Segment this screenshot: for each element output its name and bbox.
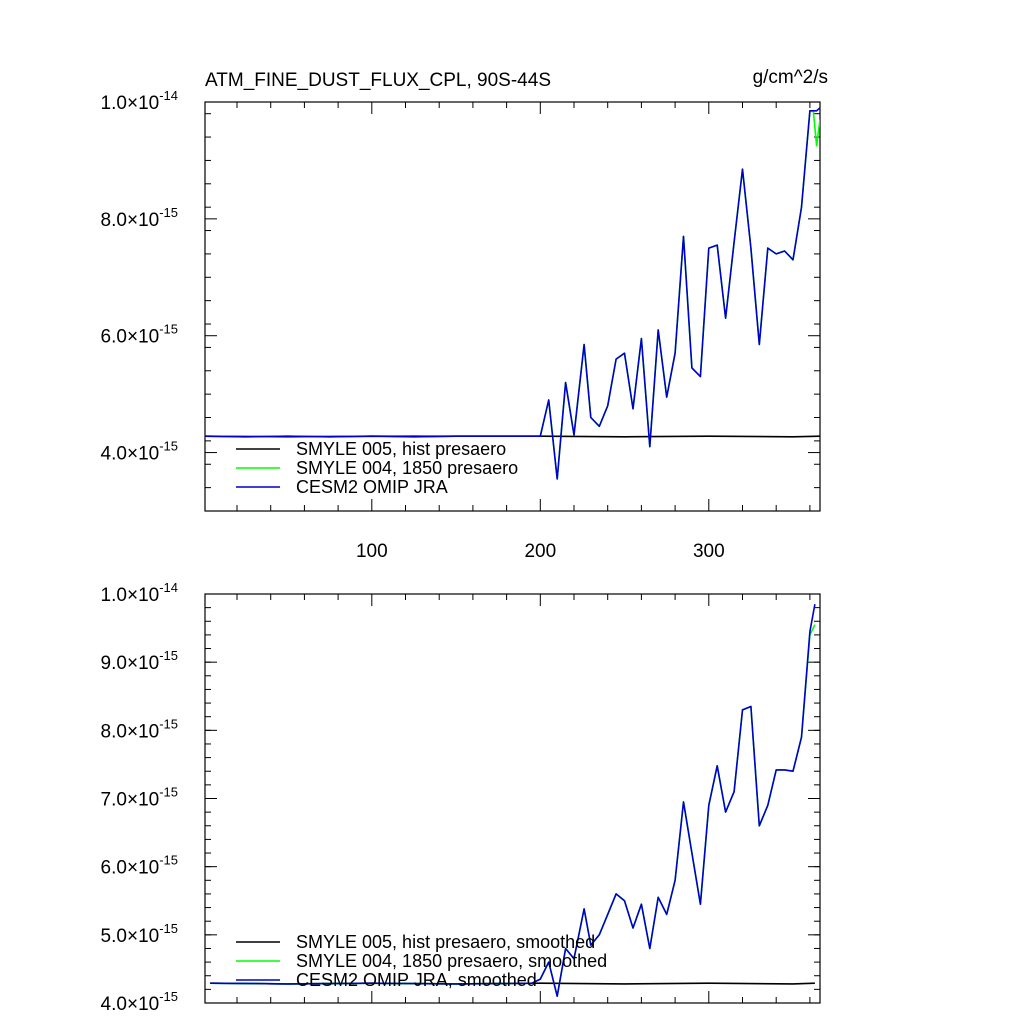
y-tick-exponent: -15 <box>159 648 178 663</box>
y-tick-mantissa: 4.0 <box>101 444 127 465</box>
plot-frame <box>204 101 821 512</box>
omip-jra-line <box>205 107 820 480</box>
y-tick-exponent: -15 <box>159 989 178 1004</box>
top-panel: 100 200 3004.0×10-156.0×10-158.0×10-151.0×… <box>101 88 821 562</box>
y-tick-label: 1.0×10-14 <box>101 88 178 114</box>
y-tick-mantissa: 5.0 <box>101 926 127 947</box>
chart-title: ATM_FINE_DUST_FLUX_CPL, 90S-44S <box>205 70 551 91</box>
y-tick-exponent: -15 <box>159 921 178 936</box>
y-tick-exponent: -15 <box>159 322 178 337</box>
y-tick-times: ×10 <box>127 858 159 879</box>
y-tick-label: 7.0×10-15 <box>101 785 178 811</box>
y-tick-mantissa: 9.0 <box>101 653 127 674</box>
y-tick-label: 6.0×10-15 <box>101 322 178 348</box>
y-tick-label: 4.0×10-15 <box>101 439 178 465</box>
y-tick-mantissa: 1.0 <box>101 585 127 606</box>
y-tick-label: 1.0×10-14 <box>101 580 178 606</box>
units-label: g/cm^2/s <box>753 67 828 88</box>
y-tick-exponent: -14 <box>159 580 178 595</box>
y-tick-mantissa: 6.0 <box>101 858 127 879</box>
y-tick-label: 6.0×10-15 <box>101 853 178 879</box>
y-tick-times: ×10 <box>127 926 159 947</box>
y-tick-exponent: -15 <box>159 205 178 220</box>
y-tick-mantissa: 4.0 <box>101 994 127 1015</box>
y-tick-times: ×10 <box>127 585 159 606</box>
y-tick-label: 8.0×10-15 <box>101 205 178 231</box>
y-tick-times: ×10 <box>127 327 159 348</box>
omip-jra-line <box>210 604 816 998</box>
y-tick-times: ×10 <box>127 653 159 674</box>
y-tick-exponent: -15 <box>159 439 178 454</box>
y-tick-exponent: -14 <box>159 88 178 103</box>
y-tick-exponent: -15 <box>159 785 178 800</box>
y-tick-times: ×10 <box>127 93 159 114</box>
y-tick-exponent: -15 <box>159 853 178 868</box>
y-tick-exponent: -15 <box>159 716 178 731</box>
legend-label: SMYLE 005, hist presaero, smoothed <box>296 932 595 952</box>
legend-label: CESM2 OMIP JRA, smoothed <box>296 970 537 990</box>
x-tick-label: 300 <box>693 541 725 562</box>
y-tick-times: ×10 <box>127 210 159 231</box>
x-tick-label: 100 <box>356 541 388 562</box>
y-tick-mantissa: 1.0 <box>101 93 127 114</box>
x-tick-label: 200 <box>524 541 556 562</box>
bottom-panel: 4.0×10-155.0×10-156.0×10-157.0×10-158.0×… <box>101 580 821 1015</box>
legend-label: SMYLE 004, 1850 presaero <box>296 458 518 478</box>
legend-label: CESM2 OMIP JRA <box>296 477 448 497</box>
legend-label: SMYLE 005, hist presaero <box>296 439 506 459</box>
y-tick-mantissa: 7.0 <box>101 790 127 811</box>
y-tick-times: ×10 <box>127 721 159 742</box>
y-tick-times: ×10 <box>127 444 159 465</box>
legend-label: SMYLE 004, 1850 presaero, smoothed <box>296 951 607 971</box>
y-tick-label: 8.0×10-15 <box>101 716 178 742</box>
y-tick-times: ×10 <box>127 994 159 1015</box>
y-tick-mantissa: 8.0 <box>101 210 127 231</box>
y-tick-label: 5.0×10-15 <box>101 921 178 947</box>
y-tick-label: 4.0×10-15 <box>101 989 178 1015</box>
y-tick-mantissa: 8.0 <box>101 721 127 742</box>
y-tick-label: 9.0×10-15 <box>101 648 178 674</box>
y-tick-mantissa: 6.0 <box>101 327 127 348</box>
y-tick-times: ×10 <box>127 790 159 811</box>
